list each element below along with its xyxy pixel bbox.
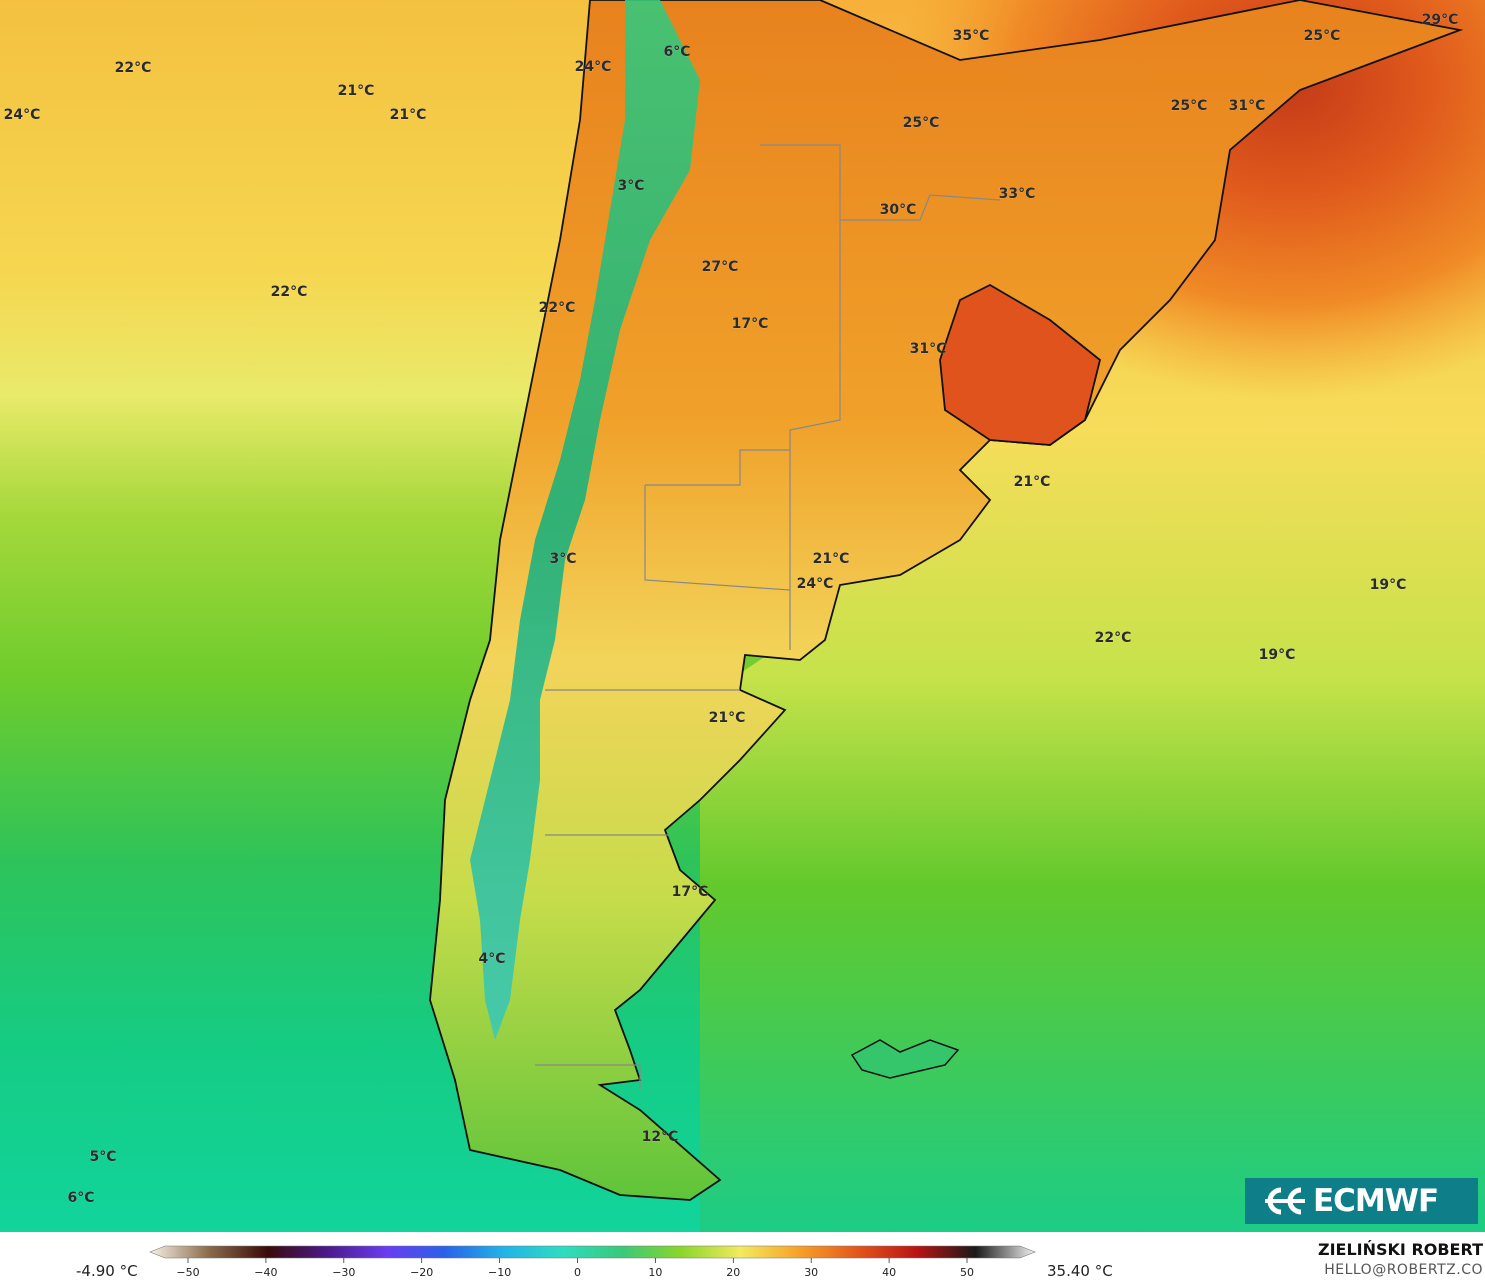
temperature-label: 6°C xyxy=(67,1190,94,1206)
scale-tick-label: −50 xyxy=(176,1266,199,1279)
ecmwf-logo-text: ECMWF xyxy=(1313,1183,1439,1219)
color-scale-ticks: −50 −40 −30 −20 −10 0 10 20 30 40 50 xyxy=(176,1258,974,1279)
temperature-label: 4°C xyxy=(478,951,505,967)
temperature-label: 31°C xyxy=(1229,98,1266,114)
legend-min-label: -4.90 °C xyxy=(76,1262,138,1280)
scale-tick-label: −10 xyxy=(488,1266,511,1279)
temperature-label: 12°C xyxy=(642,1129,679,1145)
legend-bar xyxy=(0,1232,1485,1287)
temperature-label: 3°C xyxy=(549,551,576,567)
temperature-label: 5°C xyxy=(89,1149,116,1165)
author-name: ZIELIŃSKI ROBERT xyxy=(1317,1240,1483,1259)
temperature-label: 31°C xyxy=(910,341,947,357)
temperature-label: 19°C xyxy=(1259,647,1296,663)
temperature-label: 24°C xyxy=(4,107,41,123)
scale-tick-label: 40 xyxy=(882,1266,896,1279)
temperature-label: 22°C xyxy=(115,60,152,76)
scale-tick-label: 20 xyxy=(726,1266,740,1279)
author-email: HELLO@ROBERTZ.CO xyxy=(1324,1262,1483,1278)
temperature-label: 25°C xyxy=(903,115,940,131)
temperature-label: 24°C xyxy=(575,59,612,75)
color-scale-bar xyxy=(149,1245,1036,1259)
temperature-labels: 22°C 21°C 21°C 24°C 24°C 6°C 35°C 25°C 29°C 25°C 3… xyxy=(3,12,1459,1207)
temperature-label: 22°C xyxy=(539,300,576,316)
temperature-label: 27°C xyxy=(702,259,739,275)
scale-tick-label: 50 xyxy=(960,1266,974,1279)
temperature-label: 35°C xyxy=(953,28,990,44)
temperature-label: 21°C xyxy=(338,83,375,99)
temperature-label: 17°C xyxy=(732,316,769,332)
temperature-label: 6°C xyxy=(663,44,690,60)
temperature-label: 24°C xyxy=(797,576,834,592)
scale-tick-label: −20 xyxy=(410,1266,433,1279)
temperature-label: 25°C xyxy=(1304,28,1341,44)
temperature-label: 19°C xyxy=(1370,577,1407,593)
temperature-label: 21°C xyxy=(813,551,850,567)
temperature-label: 33°C xyxy=(999,186,1036,202)
temperature-label: 29°C xyxy=(1422,12,1459,28)
temperature-label: 17°C xyxy=(672,884,709,900)
scale-tick-label: 0 xyxy=(574,1266,581,1279)
temperature-label: 22°C xyxy=(271,284,308,300)
ecmwf-logo: ECMWF xyxy=(1245,1178,1478,1224)
temperature-label: 21°C xyxy=(709,710,746,726)
scale-tick-label: −40 xyxy=(254,1266,277,1279)
temperature-label: 21°C xyxy=(390,107,427,123)
scale-tick-label: −30 xyxy=(332,1266,355,1279)
temperature-label: 21°C xyxy=(1014,474,1051,490)
scale-tick-label: 10 xyxy=(648,1266,662,1279)
temperature-label: 25°C xyxy=(1171,98,1208,114)
color-scale: −50 −40 −30 −20 −10 0 10 20 30 40 50 xyxy=(149,1245,1036,1279)
temperature-label: 30°C xyxy=(880,202,917,218)
argentina-landmass xyxy=(429,0,1464,1201)
temperature-label: 22°C xyxy=(1095,630,1132,646)
andes-cold-band xyxy=(470,0,700,1040)
province-boundaries xyxy=(535,144,1001,1090)
legend-max-label: 35.40 °C xyxy=(1047,1262,1113,1280)
scale-tick-label: 30 xyxy=(804,1266,818,1279)
falkland-islands xyxy=(850,1039,960,1079)
temperature-map: 22°C 21°C 21°C 24°C 24°C 6°C 35°C 25°C 29°C 25°C 3… xyxy=(0,0,1485,1232)
temperature-label: 3°C xyxy=(617,178,644,194)
ecmwf-logo-icon xyxy=(1265,1187,1305,1215)
uruguay-border xyxy=(939,283,1102,446)
